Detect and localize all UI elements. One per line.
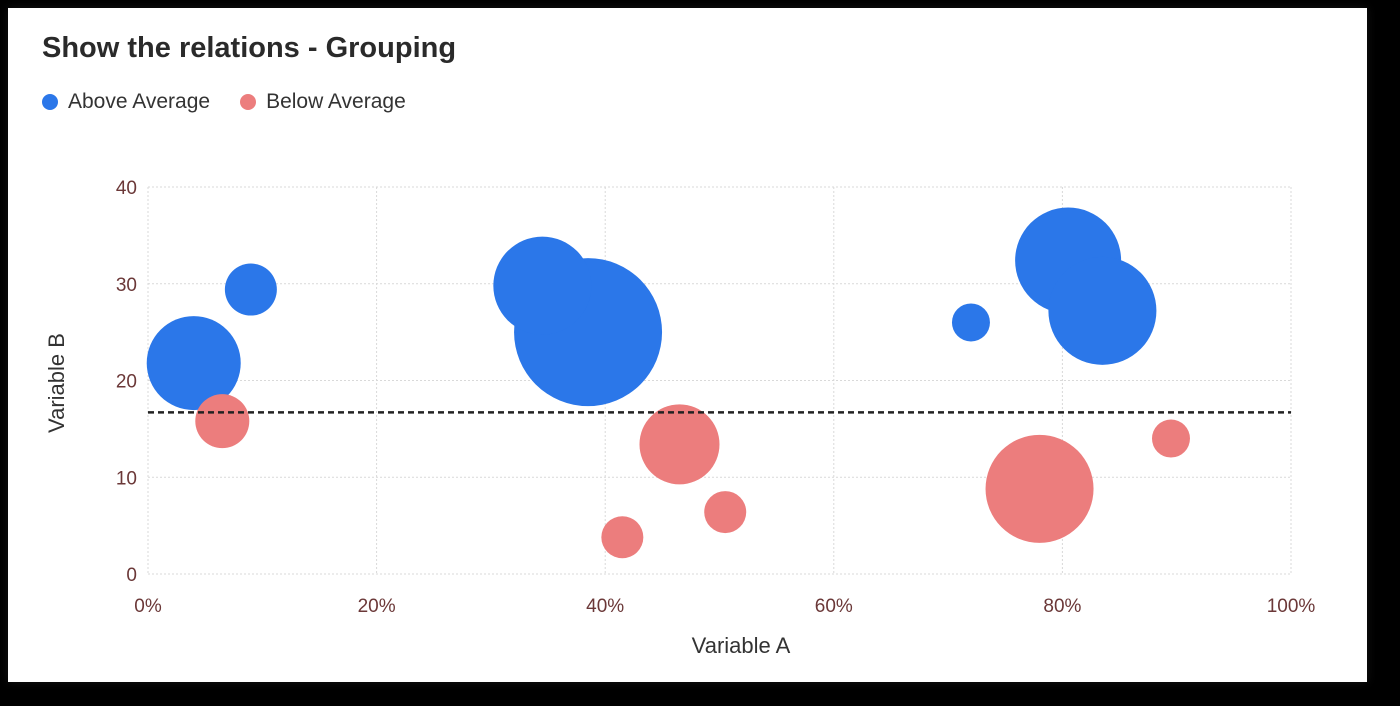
chart-title: Show the relations - Grouping [42, 32, 457, 64]
bubbles [146, 207, 1190, 559]
y-tick-label: 40 [116, 178, 137, 199]
above-average-bubble[interactable] [951, 303, 990, 342]
y-tick-labels: 0 10 20 30 40 [116, 178, 137, 586]
y-tick-label: 20 [116, 372, 137, 393]
below-average-bubble[interactable] [704, 491, 747, 534]
y-axis-title: Variable B [44, 333, 69, 433]
x-axis-title: Variable A [692, 633, 791, 658]
x-tick-label: 20% [358, 596, 396, 617]
y-tick-label: 0 [126, 565, 137, 586]
legend-swatch-below-average [240, 94, 257, 110]
above-average-bubble[interactable] [224, 263, 277, 316]
x-tick-label: 0% [134, 596, 162, 617]
below-average-bubble[interactable] [1151, 419, 1190, 458]
legend-swatch-above-average [42, 94, 58, 110]
above-average-bubble[interactable] [1048, 256, 1157, 365]
below-average-bubble[interactable] [639, 404, 720, 485]
x-tick-label: 60% [815, 596, 853, 617]
legend-item-above-average[interactable]: Above Average [42, 90, 210, 114]
above-average-bubble[interactable] [493, 236, 592, 335]
below-average-bubble[interactable] [985, 434, 1094, 543]
legend: Above Average Below Average [42, 90, 406, 114]
x-tick-label: 80% [1043, 596, 1081, 617]
chart-card: Show the relations - Grouping Above Aver… [8, 8, 1367, 682]
legend-label-above-average: Above Average [68, 90, 211, 113]
below-average-bubble[interactable] [195, 394, 250, 449]
x-tick-label: 100% [1267, 596, 1316, 617]
legend-label-below-average: Below Average [266, 90, 406, 113]
legend-item-below-average[interactable]: Below Average [240, 90, 406, 114]
y-tick-label: 30 [116, 275, 137, 296]
y-tick-label: 10 [116, 468, 137, 489]
x-tick-labels: 0% 20% 40% 60% 80% 100% [134, 596, 1315, 617]
above-average-bubble[interactable] [146, 316, 241, 411]
below-average-bubble[interactable] [601, 516, 644, 559]
x-tick-label: 40% [586, 596, 624, 617]
